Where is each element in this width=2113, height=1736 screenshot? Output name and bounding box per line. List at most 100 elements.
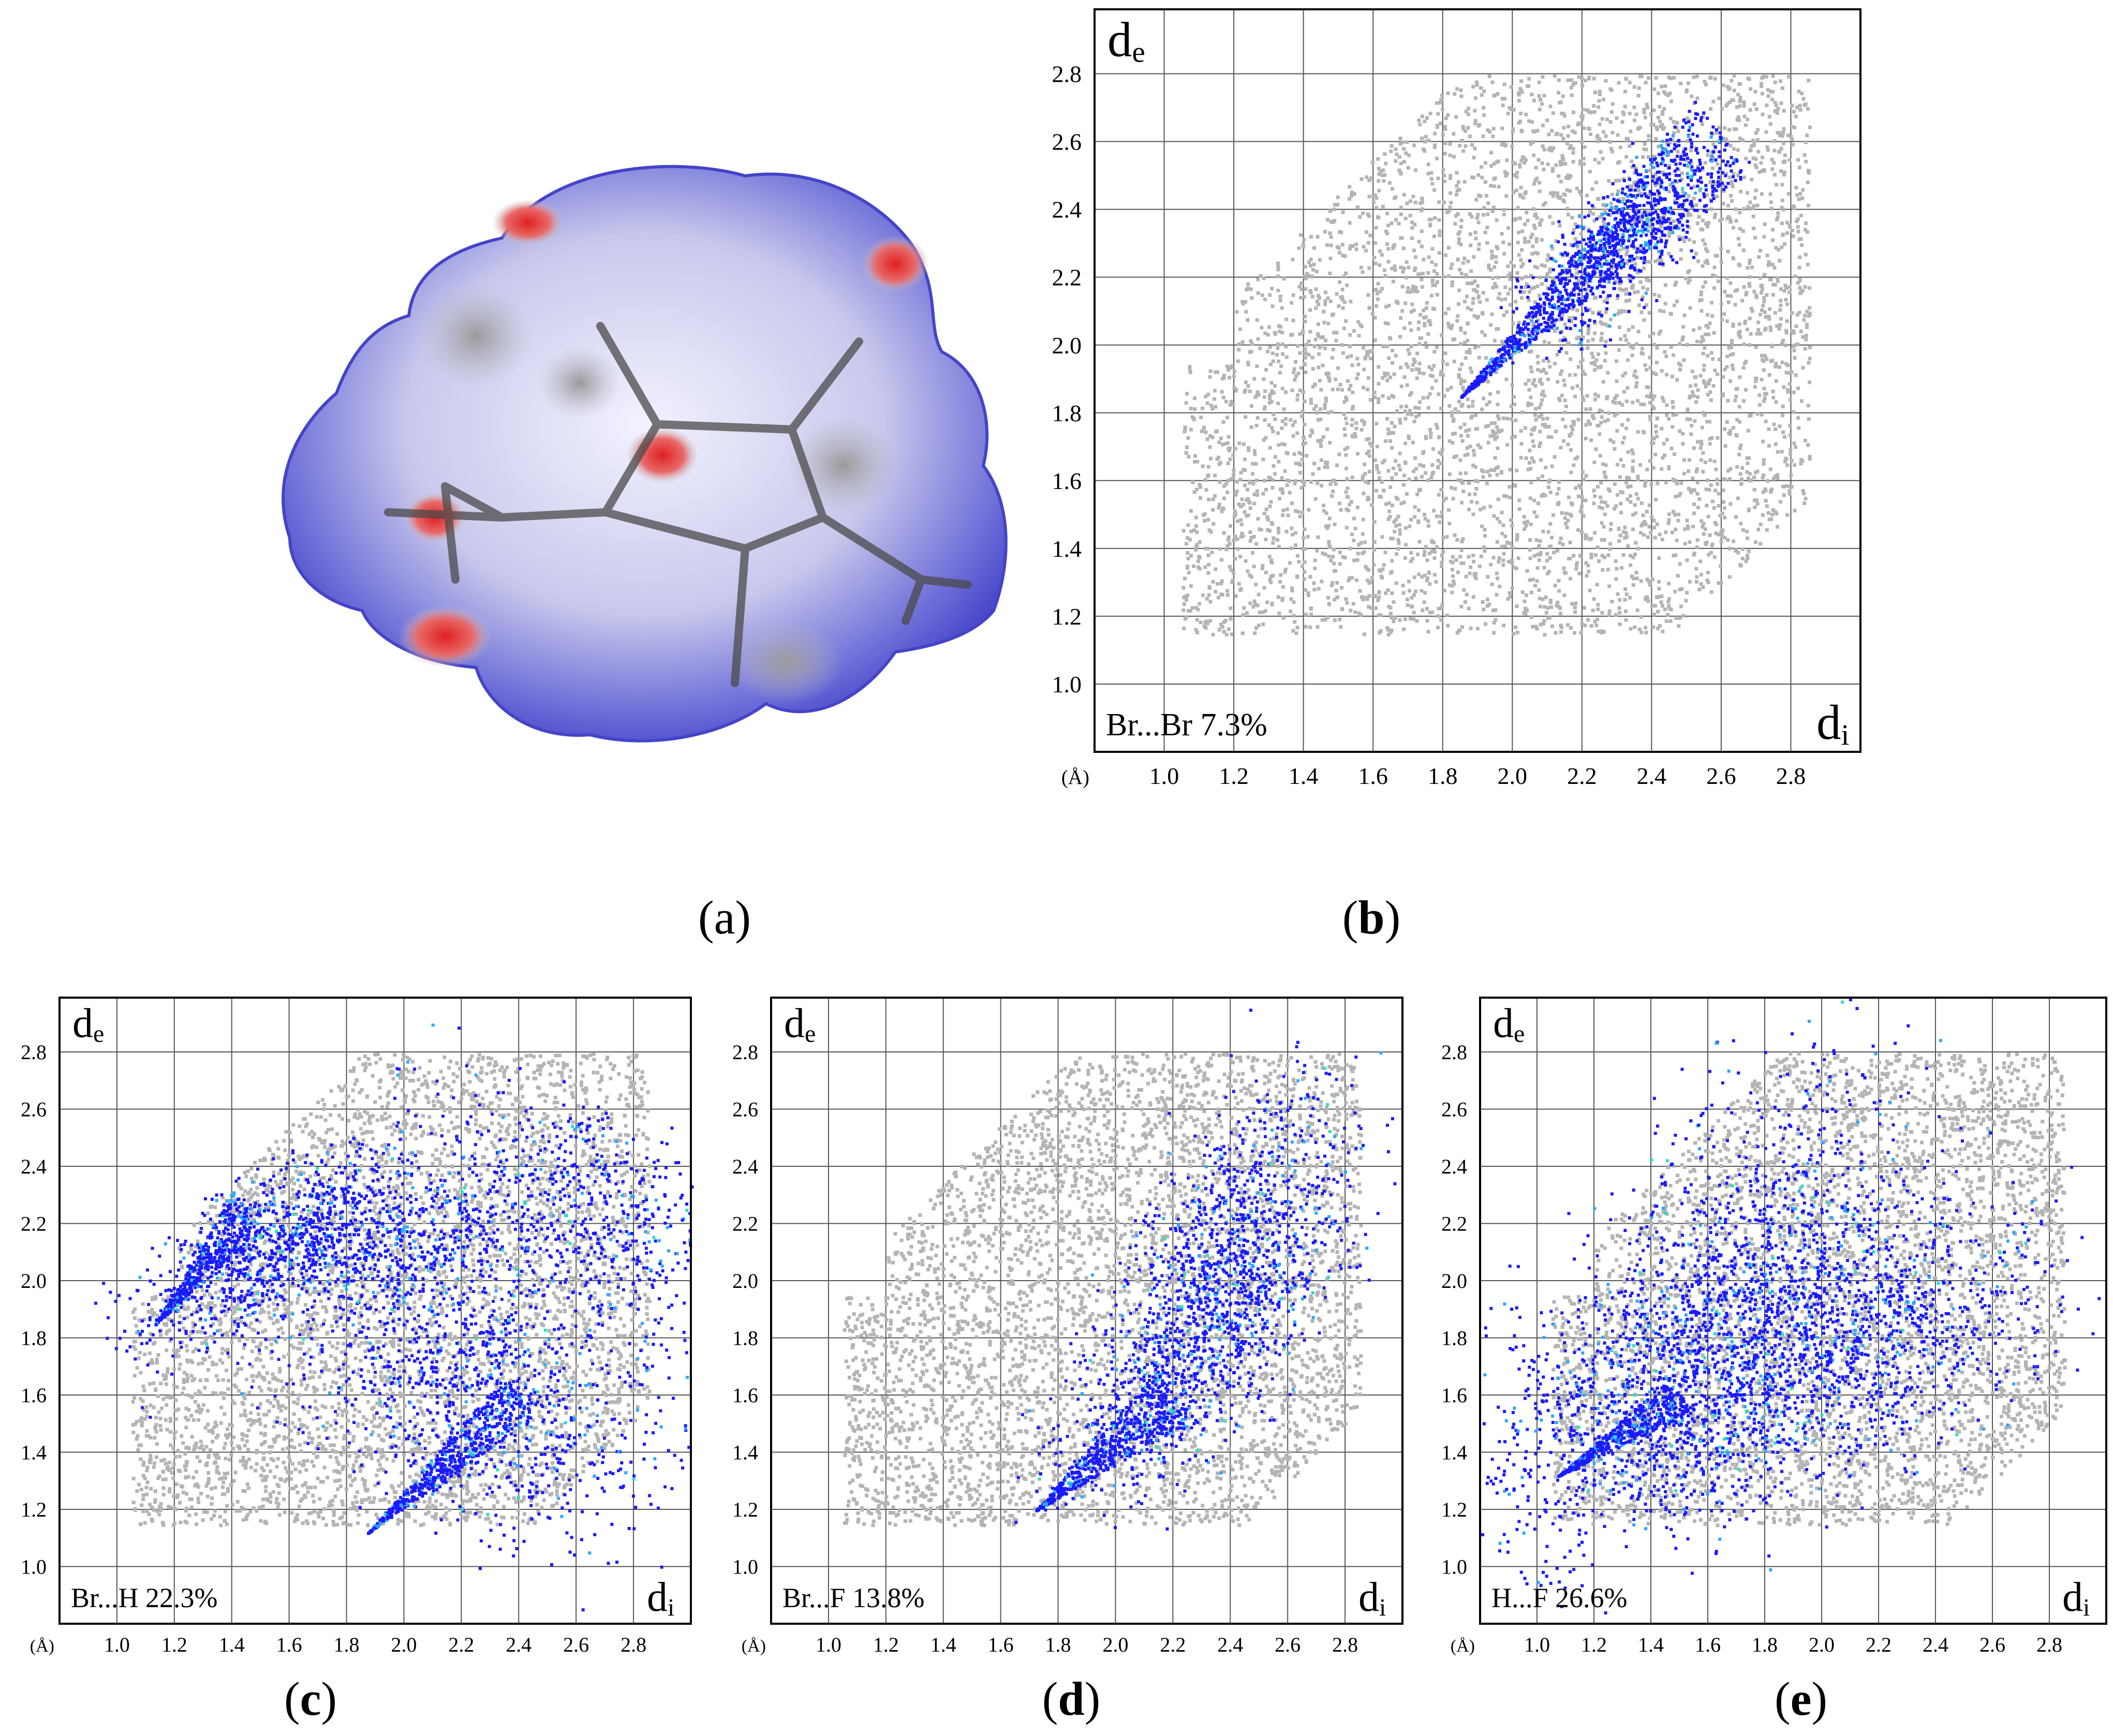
background-point: [1377, 167, 1381, 171]
background-point: [1409, 518, 1413, 522]
background-point: [1661, 110, 1665, 114]
background-point: [1317, 303, 1321, 307]
highlight-point: [1562, 285, 1566, 289]
background-point: [1617, 179, 1621, 183]
background-point: [1591, 609, 1595, 613]
background-point: [1609, 110, 1614, 114]
background-point: [1576, 335, 1580, 339]
background-point: [1302, 536, 1306, 540]
highlight-point: [1661, 147, 1664, 151]
background-point: [1720, 107, 1724, 111]
background-point: [1804, 334, 1808, 338]
background-point: [1433, 216, 1437, 220]
background-point: [1447, 522, 1452, 526]
background-point: [1672, 131, 1676, 135]
background-point: [1290, 388, 1294, 392]
background-point: [1618, 281, 1622, 286]
background-point: [1562, 114, 1567, 118]
background-point: [1624, 137, 1629, 141]
background-point: [1761, 439, 1765, 443]
background-point: [1370, 349, 1374, 353]
background-point: [1309, 234, 1313, 239]
background-point: [1407, 434, 1411, 438]
background-point: [1240, 631, 1245, 635]
background-point: [1704, 324, 1708, 328]
background-point: [1195, 618, 1199, 622]
background-point: [1543, 633, 1547, 637]
background-point: [1530, 93, 1534, 97]
background-point: [1790, 228, 1794, 232]
background-point: [1539, 413, 1543, 417]
background-point: [1213, 494, 1217, 498]
background-point: [1699, 340, 1703, 344]
background-point: [1600, 415, 1604, 419]
background-point: [1399, 161, 1403, 166]
background-point: [1586, 346, 1590, 350]
background-point: [1513, 435, 1517, 439]
background-point: [1641, 522, 1645, 526]
background-point: [1492, 468, 1496, 472]
background-point: [1587, 569, 1591, 573]
background-point: [1762, 458, 1766, 462]
background-point: [1575, 271, 1579, 275]
background-point: [1303, 351, 1307, 355]
background-point: [1242, 606, 1246, 610]
background-point: [1392, 520, 1396, 524]
background-point: [1317, 352, 1321, 356]
highlight-point: [1660, 144, 1663, 147]
background-point: [1609, 522, 1613, 526]
background-point: [1240, 497, 1244, 501]
background-point: [1738, 472, 1742, 476]
background-point: [1754, 295, 1759, 299]
background-point: [1455, 538, 1459, 542]
background-point: [1599, 421, 1603, 425]
background-point: [1308, 274, 1312, 278]
background-point: [1415, 493, 1420, 497]
background-point: [1188, 370, 1192, 374]
background-point: [1460, 500, 1464, 505]
background-point: [1452, 455, 1456, 459]
background-point: [1519, 88, 1523, 92]
background-point: [1763, 310, 1767, 314]
background-point: [1397, 168, 1401, 172]
background-point: [1694, 400, 1698, 404]
highlight-point: [1601, 285, 1604, 288]
highlight-point: [1618, 221, 1622, 225]
background-point: [1774, 246, 1778, 250]
background-point: [1618, 611, 1622, 615]
background-point: [1698, 559, 1703, 563]
background-point: [1333, 207, 1337, 212]
background-point: [1293, 378, 1297, 382]
background-point: [1651, 625, 1656, 629]
background-point: [1624, 77, 1628, 81]
background-point: [1435, 272, 1439, 276]
background-point: [1195, 542, 1199, 546]
background-point: [1401, 584, 1405, 588]
background-point: [1564, 511, 1568, 515]
background-point: [1627, 328, 1631, 332]
background-point: [1454, 115, 1458, 119]
background-point: [1706, 325, 1710, 330]
background-point: [1632, 246, 1636, 250]
background-point: [1527, 290, 1531, 294]
background-point: [1194, 548, 1198, 552]
background-point: [1421, 272, 1425, 276]
highlight-point: [1591, 243, 1594, 247]
background-point: [1696, 388, 1700, 392]
background-point: [1428, 582, 1432, 586]
background-point: [1266, 333, 1270, 337]
background-point: [1793, 125, 1797, 129]
background-point: [1410, 605, 1414, 609]
background-point: [1438, 451, 1442, 455]
background-point: [1348, 333, 1352, 337]
background-point: [1735, 434, 1739, 438]
background-point: [1443, 127, 1447, 131]
background-point: [1473, 479, 1477, 483]
background-point: [1348, 247, 1352, 251]
background-point: [1271, 359, 1275, 363]
background-point: [1311, 268, 1315, 272]
background-point: [1654, 498, 1658, 502]
background-point: [1186, 551, 1190, 555]
background-point: [1617, 348, 1621, 352]
background-point: [1584, 561, 1588, 565]
